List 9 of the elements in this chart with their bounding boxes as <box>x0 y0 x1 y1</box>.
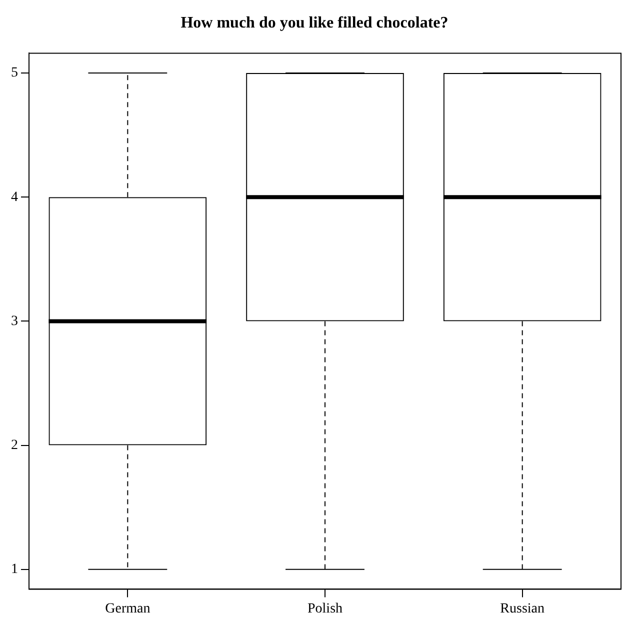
x-tick-label: Polish <box>307 601 343 616</box>
y-tick-label: 1 <box>11 562 18 578</box>
x-tick-label: Russian <box>500 601 545 616</box>
chart-title: How much do you like filled chocolate? <box>180 14 448 32</box>
y-tick-label: 2 <box>11 438 18 453</box>
y-tick-label: 5 <box>11 66 18 81</box>
y-tick-label: 4 <box>11 190 18 205</box>
x-tick-label: German <box>105 601 150 616</box>
y-tick-label: 3 <box>11 314 18 329</box>
